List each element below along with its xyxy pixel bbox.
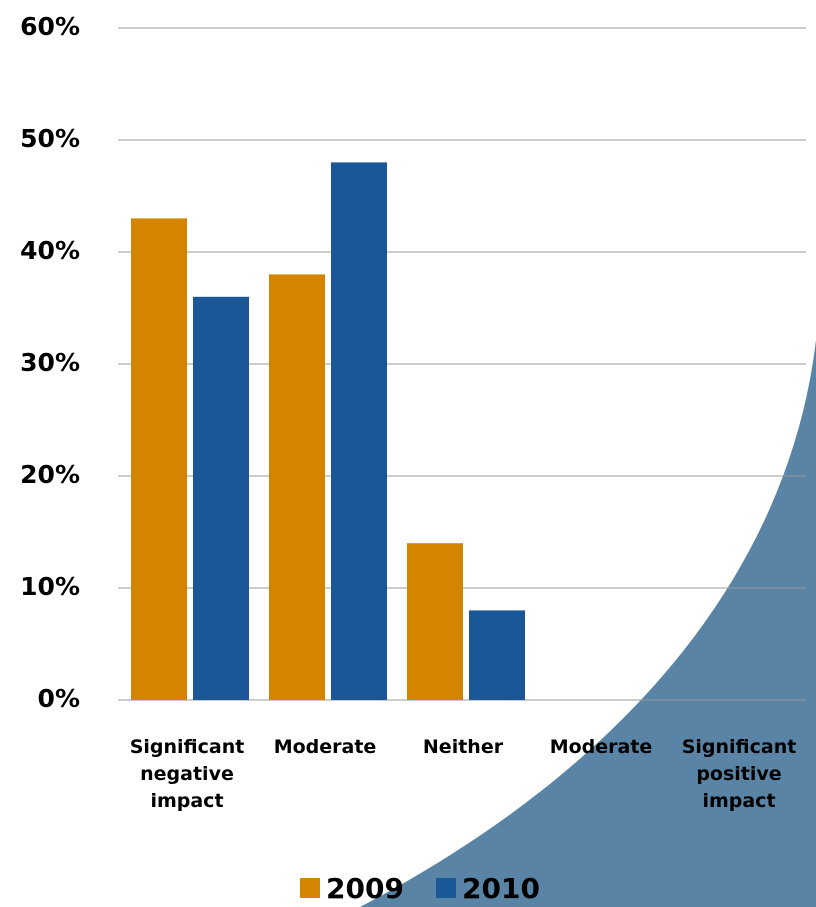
x-tick-label: Moderate: [273, 736, 377, 758]
bar: [269, 274, 325, 700]
y-tick-label: 40%: [20, 236, 80, 265]
bar: [193, 296, 249, 700]
x-tick-label: Neither: [422, 736, 504, 758]
bar: [407, 543, 463, 700]
bar: [331, 162, 387, 700]
background-shape: [360, 340, 816, 907]
y-tick-label: 0%: [38, 684, 80, 713]
legend-label: 2009: [326, 872, 404, 905]
x-tick-label: Significant positive impact: [681, 736, 797, 812]
bar: [131, 218, 187, 700]
y-tick-label: 20%: [20, 460, 80, 489]
y-tick-label: 60%: [20, 12, 80, 41]
y-tick-label: 30%: [20, 348, 80, 377]
bar: [469, 610, 525, 700]
legend-swatch: [436, 878, 456, 898]
legend-label: 2010: [462, 872, 540, 905]
legend-swatch: [300, 878, 320, 898]
x-tick-label: Moderate: [549, 736, 653, 758]
y-tick-label: 50%: [20, 124, 80, 153]
y-tick-label: 10%: [20, 572, 80, 601]
x-tick-label: Significant negative impact: [129, 736, 245, 812]
